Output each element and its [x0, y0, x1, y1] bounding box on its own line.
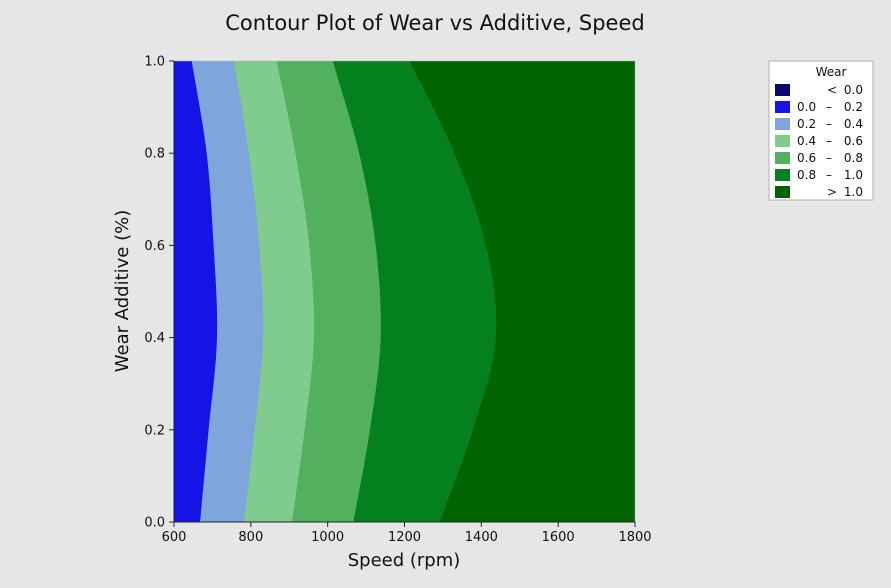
legend-swatch: [775, 118, 790, 130]
legend-swatch: [775, 152, 790, 164]
x-tick-label: 600: [162, 530, 187, 545]
legend-title: Wear: [816, 65, 847, 79]
x-tick-label: 1000: [311, 530, 344, 545]
legend-swatch: [775, 169, 790, 181]
legend-entry-low: 0.4: [797, 134, 816, 148]
x-axis-label: Speed (rpm): [348, 550, 461, 571]
legend-entry-low: 0.2: [797, 117, 816, 131]
x-tick-label: 1800: [618, 530, 651, 545]
x-tick-label: 1200: [388, 530, 421, 545]
legend-entry-separator: –: [826, 100, 832, 114]
x-tick-label: 1400: [465, 530, 498, 545]
y-tick-label: 0.2: [144, 423, 165, 438]
contour-bands: [174, 61, 635, 522]
y-axis: 0.0 0.2 0.4 0.6 0.8 1.0: [144, 55, 175, 531]
legend-entry-separator: –: [826, 151, 832, 165]
legend-entry-high: 1.0: [844, 185, 863, 199]
x-tick-label: 1600: [542, 530, 575, 545]
legend-entry-high: 0.0: [844, 83, 863, 97]
contour-band-below-0-2: [174, 61, 218, 522]
legend-entry-separator: <: [827, 83, 837, 97]
x-axis: 600 800 1000 1200 1400 1600 1800: [162, 521, 652, 545]
legend-swatch: [775, 101, 790, 113]
y-tick-label: 0.0: [144, 516, 165, 531]
y-tick-label: 0.4: [144, 331, 165, 346]
x-tick-label: 800: [238, 530, 263, 545]
legend-entry-separator: >: [827, 185, 837, 199]
legend-entries: <0.00.0–0.20.2–0.40.4–0.60.6–0.80.8–1.0>…: [775, 83, 863, 199]
legend-swatch: [775, 186, 790, 198]
legend-entry-separator: –: [826, 117, 832, 131]
legend-swatch: [775, 84, 790, 96]
legend-swatch: [775, 135, 790, 147]
legend: Wear <0.00.0–0.20.2–0.40.4–0.60.6–0.80.8…: [768, 60, 874, 201]
legend-entry-low: 0.0: [797, 100, 816, 114]
y-tick-label: 0.8: [144, 147, 165, 162]
legend-entry-high: 0.4: [844, 117, 863, 131]
legend-entry-separator: –: [826, 134, 832, 148]
legend-entry-low: 0.8: [797, 168, 816, 182]
y-tick-label: 0.6: [144, 239, 165, 254]
legend-entry-high: 0.8: [844, 151, 863, 165]
legend-entry-low: 0.6: [797, 151, 816, 165]
legend-entry-high: 0.6: [844, 134, 863, 148]
legend-entry-separator: –: [826, 168, 832, 182]
chart-title: Contour Plot of Wear vs Additive, Speed: [225, 11, 644, 35]
legend-entry-high: 1.0: [844, 168, 863, 182]
legend-entry-high: 0.2: [844, 100, 863, 114]
y-axis-label: Wear Additive (%): [112, 210, 133, 372]
y-tick-label: 1.0: [144, 55, 165, 70]
